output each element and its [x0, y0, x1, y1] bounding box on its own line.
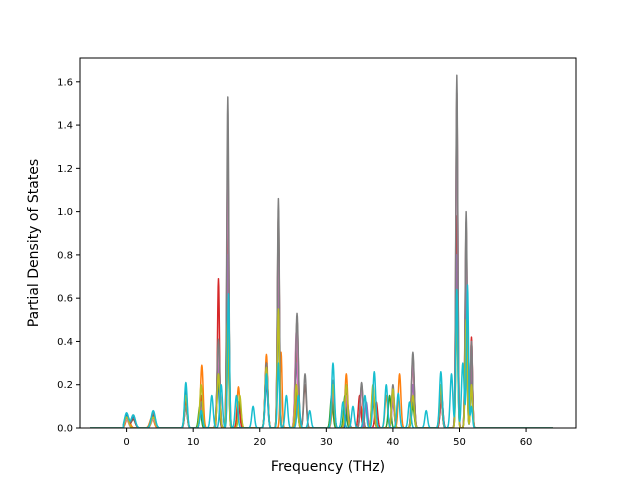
x-tick-label: 60 — [520, 437, 533, 448]
x-tick-label: 10 — [187, 437, 200, 448]
x-tick-label: 30 — [320, 437, 333, 448]
x-tick-label: 50 — [453, 437, 466, 448]
y-tick-label: 1.6 — [57, 77, 73, 88]
y-tick-label: 1.2 — [57, 164, 73, 175]
y-axis-label: Partial Density of States — [26, 159, 42, 327]
y-tick-label: 1.4 — [57, 121, 73, 132]
y-tick-label: 0.0 — [57, 424, 73, 435]
x-tick-label: 0 — [123, 437, 129, 448]
y-axis-ticks: 0.0 0.2 0.4 0.6 0.8 1.0 1.2 1.4 1.6 — [57, 77, 80, 435]
y-tick-label: 1.0 — [57, 207, 73, 218]
y-tick-label: 0.8 — [57, 250, 73, 261]
x-axis-ticks: 0 10 20 30 40 50 60 — [123, 428, 532, 448]
y-tick-label: 0.6 — [57, 294, 73, 305]
y-tick-label: 0.2 — [57, 380, 73, 391]
plot-frame — [79, 57, 577, 429]
x-tick-label: 20 — [253, 437, 266, 448]
x-axis-label: Frequency (THz) — [271, 459, 385, 475]
x-tick-label: 40 — [387, 437, 400, 448]
y-tick-label: 0.4 — [57, 337, 73, 348]
